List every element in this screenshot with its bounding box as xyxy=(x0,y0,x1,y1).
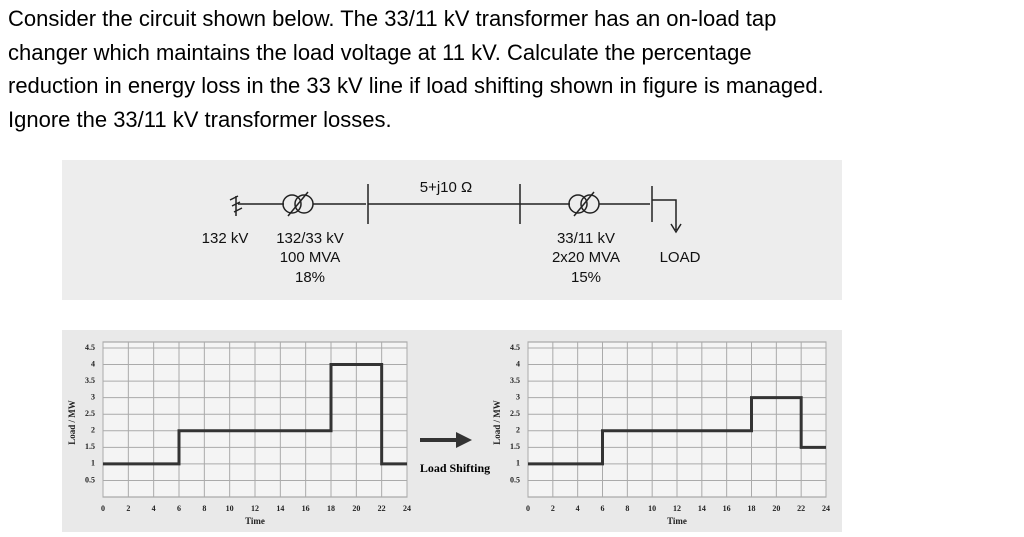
y-tick-label: 1 xyxy=(91,459,95,468)
x-tick-label: 12 xyxy=(673,504,681,513)
x-axis-label: Time xyxy=(667,516,687,526)
load-label: LOAD xyxy=(660,249,701,266)
transformer-rating: 2x20 MVA xyxy=(552,249,620,266)
x-tick-label: 24 xyxy=(403,504,411,513)
y-tick-label: 4 xyxy=(91,359,95,368)
question: Consider the circuit shown below. The 33… xyxy=(8,2,824,136)
x-tick-label: 6 xyxy=(601,504,605,513)
y-tick-label: 3.5 xyxy=(510,376,520,385)
y-tick-label: 1.5 xyxy=(510,442,520,451)
transformer-rating: 100 MVA xyxy=(280,249,341,266)
x-tick-label: 22 xyxy=(797,504,805,513)
y-tick-label: 2.5 xyxy=(85,409,95,418)
x-tick-label: 12 xyxy=(251,504,259,513)
y-tick-label: 3.5 xyxy=(85,376,95,385)
line-impedance: 5+j10 Ω xyxy=(420,179,473,196)
y-axis-label: Load / MW xyxy=(492,400,502,445)
diagram-panel xyxy=(62,160,842,300)
y-tick-label: 1 xyxy=(516,459,520,468)
y-tick-label: 2 xyxy=(516,426,520,435)
question-line: Consider the circuit shown below. The 33… xyxy=(8,6,777,31)
x-axis-label: Time xyxy=(245,516,265,526)
transformer-impedance: 15% xyxy=(571,269,601,286)
y-tick-label: 2.5 xyxy=(510,409,520,418)
y-tick-label: 0.5 xyxy=(85,475,95,484)
y-tick-label: 4.5 xyxy=(510,343,520,352)
x-tick-label: 4 xyxy=(152,504,156,513)
x-tick-label: 8 xyxy=(625,504,629,513)
source-label: 132 kV xyxy=(202,230,249,247)
transformer-ratio: 33/11 kV xyxy=(557,230,615,247)
x-tick-label: 22 xyxy=(378,504,386,513)
transformer-impedance: 18% xyxy=(295,269,325,286)
x-tick-label: 10 xyxy=(226,504,234,513)
x-tick-label: 20 xyxy=(772,504,780,513)
question-line: Ignore the 33/11 kV transformer losses. xyxy=(8,106,392,132)
load-line xyxy=(103,363,407,466)
arrow xyxy=(420,432,472,448)
y-axis-label: Load / MW xyxy=(67,400,77,445)
x-tick-label: 16 xyxy=(302,504,310,513)
load-line xyxy=(528,396,826,466)
x-tick-label: 16 xyxy=(723,504,731,513)
y-tick-label: 1.5 xyxy=(85,442,95,451)
x-tick-label: 18 xyxy=(748,504,756,513)
y-tick-label: 3 xyxy=(516,392,520,401)
transformer-ratio: 132/33 kV xyxy=(276,230,344,247)
x-tick-label: 10 xyxy=(648,504,656,513)
x-tick-label: 14 xyxy=(698,504,706,513)
x-tick-label: 14 xyxy=(276,504,284,513)
x-tick-label: 18 xyxy=(327,504,335,513)
circuit xyxy=(229,184,682,234)
x-tick-label: 6 xyxy=(177,504,181,513)
y-tick-label: 4 xyxy=(516,359,520,368)
question-line: reduction in energy loss in the 33 kV li… xyxy=(8,73,824,98)
x-tick-label: 8 xyxy=(202,504,206,513)
x-tick-label: 2 xyxy=(551,504,555,513)
question-line: changer which maintains the load voltage… xyxy=(8,39,752,65)
x-tick-label: 2 xyxy=(126,504,130,513)
arrow-label: Load Shifting xyxy=(420,461,490,475)
x-tick-label: 20 xyxy=(352,504,360,513)
x-tick-label: 4 xyxy=(576,504,580,513)
y-tick-label: 2 xyxy=(91,426,95,435)
x-tick-label: 0 xyxy=(101,504,105,513)
x-tick-label: 24 xyxy=(822,504,830,513)
y-tick-label: 0.5 xyxy=(510,475,520,484)
y-tick-label: 4.5 xyxy=(85,343,95,352)
x-tick-label: 0 xyxy=(526,504,530,513)
y-tick-label: 3 xyxy=(91,392,95,401)
